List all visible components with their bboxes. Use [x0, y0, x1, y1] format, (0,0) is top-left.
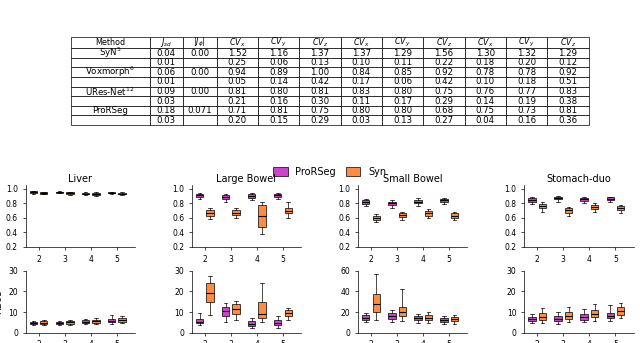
PathPatch shape — [196, 319, 204, 323]
PathPatch shape — [425, 211, 432, 215]
Title: Liver: Liver — [68, 174, 92, 184]
PathPatch shape — [607, 313, 614, 318]
PathPatch shape — [607, 197, 614, 200]
PathPatch shape — [399, 213, 406, 217]
PathPatch shape — [82, 320, 89, 323]
PathPatch shape — [554, 197, 562, 200]
PathPatch shape — [30, 191, 37, 192]
PathPatch shape — [259, 301, 266, 318]
PathPatch shape — [617, 307, 624, 315]
PathPatch shape — [259, 205, 266, 226]
PathPatch shape — [66, 321, 74, 324]
PathPatch shape — [118, 193, 125, 194]
PathPatch shape — [108, 192, 115, 193]
PathPatch shape — [92, 193, 100, 195]
PathPatch shape — [82, 192, 89, 194]
PathPatch shape — [92, 320, 100, 323]
PathPatch shape — [56, 322, 63, 324]
PathPatch shape — [222, 307, 229, 316]
PathPatch shape — [222, 195, 229, 200]
PathPatch shape — [529, 317, 536, 321]
PathPatch shape — [372, 294, 380, 312]
PathPatch shape — [440, 199, 447, 202]
Title: Large Bowel: Large Bowel — [216, 174, 276, 184]
PathPatch shape — [196, 194, 204, 197]
PathPatch shape — [414, 316, 422, 320]
PathPatch shape — [580, 198, 588, 201]
PathPatch shape — [56, 192, 63, 193]
PathPatch shape — [414, 200, 422, 203]
PathPatch shape — [274, 194, 282, 197]
PathPatch shape — [425, 315, 432, 320]
PathPatch shape — [206, 283, 214, 301]
PathPatch shape — [451, 317, 458, 321]
Title: Small Bowel: Small Bowel — [383, 174, 442, 184]
PathPatch shape — [118, 318, 125, 322]
PathPatch shape — [285, 208, 292, 213]
Legend: ProRSeg, Syn: ProRSeg, Syn — [269, 163, 390, 180]
PathPatch shape — [248, 321, 255, 326]
PathPatch shape — [248, 194, 255, 198]
PathPatch shape — [206, 211, 214, 215]
PathPatch shape — [372, 216, 380, 220]
PathPatch shape — [66, 192, 74, 194]
Title: Stomach-duo: Stomach-duo — [547, 174, 611, 184]
PathPatch shape — [388, 313, 396, 319]
PathPatch shape — [388, 202, 396, 205]
PathPatch shape — [40, 321, 47, 324]
PathPatch shape — [565, 208, 572, 213]
PathPatch shape — [554, 316, 562, 321]
PathPatch shape — [580, 314, 588, 320]
PathPatch shape — [440, 318, 447, 322]
PathPatch shape — [362, 200, 369, 204]
PathPatch shape — [591, 310, 598, 317]
PathPatch shape — [539, 313, 546, 320]
PathPatch shape — [399, 307, 406, 316]
PathPatch shape — [451, 213, 458, 218]
PathPatch shape — [232, 304, 240, 314]
PathPatch shape — [108, 319, 115, 322]
PathPatch shape — [362, 315, 369, 320]
PathPatch shape — [274, 320, 282, 326]
Y-axis label: HD95: HD95 — [0, 289, 3, 314]
PathPatch shape — [539, 204, 546, 208]
PathPatch shape — [565, 312, 572, 319]
PathPatch shape — [529, 198, 536, 202]
PathPatch shape — [40, 192, 47, 194]
PathPatch shape — [232, 210, 240, 215]
PathPatch shape — [617, 206, 624, 210]
PathPatch shape — [285, 310, 292, 316]
PathPatch shape — [30, 322, 37, 324]
PathPatch shape — [591, 205, 598, 209]
